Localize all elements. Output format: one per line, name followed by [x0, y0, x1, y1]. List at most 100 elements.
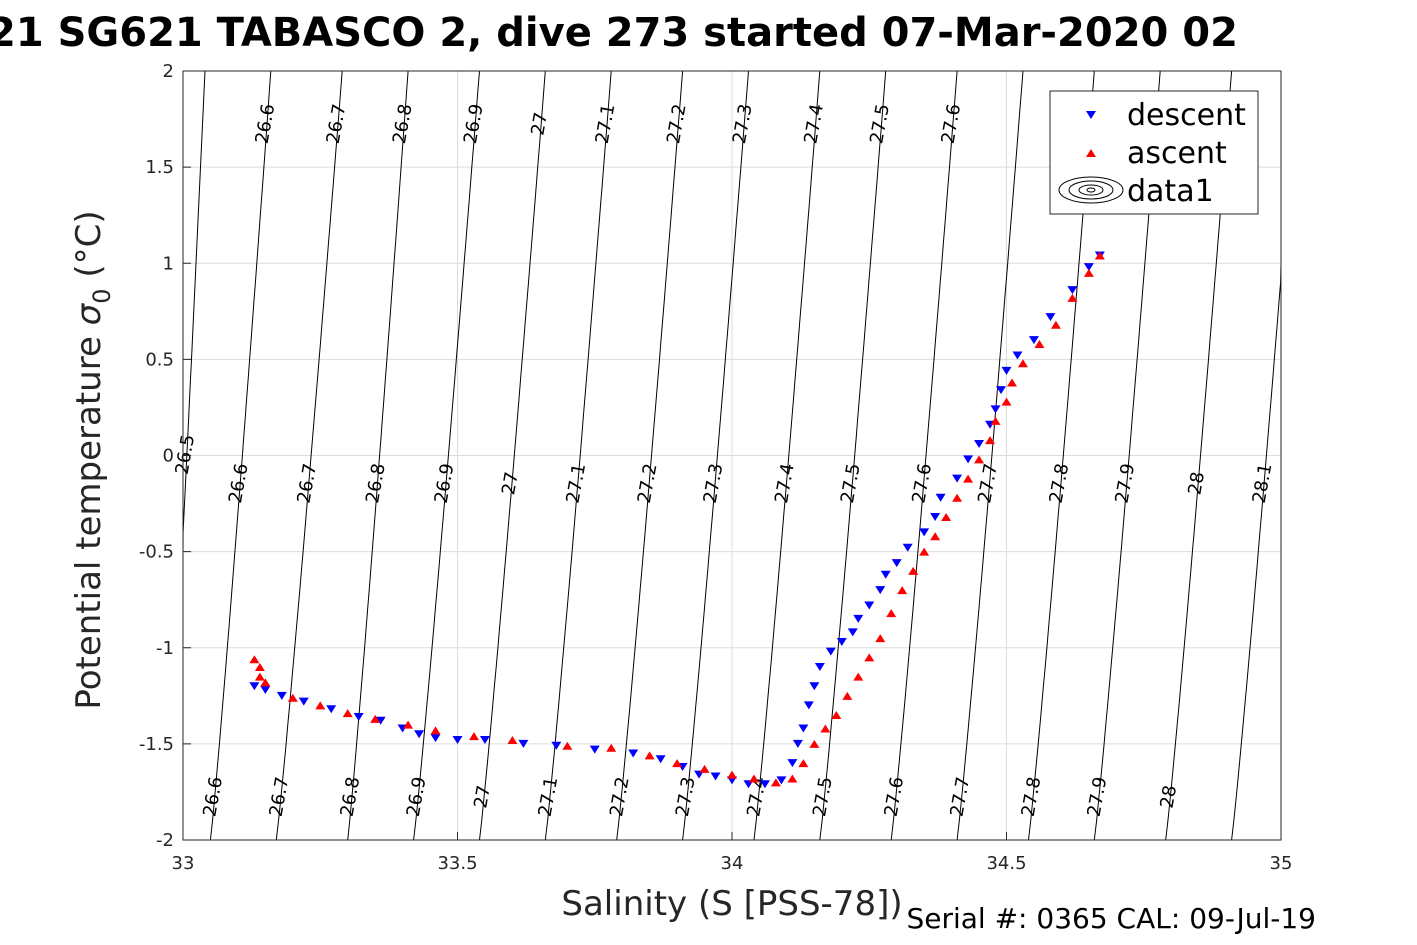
y-tick-label: 0.5 — [145, 349, 174, 370]
descent-point — [326, 705, 337, 714]
x-tick-label: 33.5 — [437, 853, 477, 874]
ascent-point — [748, 774, 759, 783]
ascent-point — [930, 532, 941, 541]
ascent-point — [1083, 268, 1094, 277]
descent-point — [710, 772, 721, 781]
ascent-point — [249, 655, 260, 664]
descent-point — [551, 741, 562, 750]
y-tick-label: 2 — [163, 61, 174, 82]
descent-point — [853, 614, 864, 623]
x-tick-label: 34.5 — [986, 853, 1026, 874]
ascent-point — [809, 739, 820, 748]
density-contour-label: 27 — [527, 111, 552, 137]
ascent-point — [941, 513, 952, 522]
y-tick-label: -1 — [156, 638, 174, 659]
descent-point — [787, 759, 798, 768]
legend-ascent-marker — [1086, 149, 1096, 157]
ascent-point — [1017, 359, 1028, 368]
descent-point — [353, 712, 364, 721]
descent-point — [249, 682, 260, 691]
y-tick-label: -0.5 — [139, 542, 174, 563]
ascent-point — [990, 416, 1001, 425]
descent-series — [249, 251, 1105, 789]
descent-point — [864, 601, 875, 610]
descent-point — [814, 662, 825, 671]
density-contour-line — [890, 70, 958, 841]
ascent-point — [842, 691, 853, 700]
descent-point — [836, 637, 847, 646]
legend-descent-label: descent — [1127, 98, 1246, 133]
descent-point — [1045, 313, 1056, 322]
ascent-point — [1001, 397, 1012, 406]
descent-point — [935, 493, 946, 502]
density-contour-line — [209, 70, 272, 841]
ascent-point — [897, 586, 908, 595]
ascent-point — [963, 474, 974, 483]
density-contour-label: 28 — [1157, 784, 1182, 810]
descent-point — [825, 647, 836, 656]
legend: descent ascent data1 — [1049, 90, 1259, 215]
density-contour-line — [413, 70, 480, 841]
ascent-point — [908, 566, 919, 575]
ascent-point — [985, 436, 996, 445]
descent-point — [589, 745, 600, 754]
y-axis-ticks: -2 -1.5 -1 -0.5 0 0.5 1 1.5 2 — [139, 61, 191, 851]
descent-point — [628, 749, 639, 758]
y-axis-label-sigma: σ — [69, 302, 109, 325]
ascent-point — [1094, 251, 1105, 260]
density-contour-line — [956, 70, 1024, 841]
density-contour-line — [275, 70, 343, 841]
ascent-point — [831, 711, 842, 720]
ascent-point — [562, 741, 573, 750]
x-axis-label: Salinity (S [PSS-78]) — [561, 884, 902, 924]
ascent-point — [1050, 320, 1061, 329]
ascent-point — [770, 778, 781, 787]
ascent-point — [430, 726, 441, 735]
descent-point — [880, 570, 891, 579]
descent-point — [919, 528, 930, 537]
density-contour-line — [616, 70, 684, 841]
descent-point — [930, 513, 941, 522]
ascent-point — [254, 672, 265, 681]
ascent-point — [342, 709, 353, 718]
x-tick-label: 34 — [721, 853, 744, 874]
ascent-point — [468, 732, 479, 741]
y-axis-label-main: Potential temperature — [69, 325, 109, 709]
density-contour-line — [347, 70, 409, 841]
y-tick-label: -2 — [156, 830, 174, 851]
descent-point — [1012, 351, 1023, 360]
y-tick-label: 0 — [163, 446, 174, 467]
descent-point — [792, 739, 803, 748]
legend-item-descent: descent — [1086, 98, 1246, 133]
x-tick-label: 35 — [1270, 853, 1293, 874]
y-tick-label: 1.5 — [145, 157, 174, 178]
x-axis-ticks: 33 33.5 34 34.5 35 — [172, 832, 1293, 874]
legend-ascent-label: ascent — [1127, 136, 1227, 171]
x-tick-label: 33 — [172, 853, 195, 874]
ascent-point — [798, 759, 809, 768]
y-axis-label-subscript: 0 — [88, 288, 116, 303]
y-tick-label: -1.5 — [139, 734, 174, 755]
descent-point — [809, 682, 820, 691]
descent-point — [1001, 366, 1012, 375]
density-contour-line — [544, 70, 612, 841]
density-contour-line — [753, 70, 821, 841]
descent-point — [260, 686, 271, 695]
descent-point — [276, 691, 287, 700]
ascent-point — [952, 493, 963, 502]
descent-point — [414, 730, 425, 739]
density-contour-line — [479, 70, 546, 841]
ascent-point — [727, 770, 737, 779]
ascent-point — [1006, 378, 1017, 387]
descent-point — [759, 780, 770, 789]
descent-point — [963, 455, 974, 464]
ascent-point — [820, 724, 831, 733]
ascent-series — [249, 251, 1105, 787]
chart-title: 21 SG621 TABASCO 2, dive 273 started 07-… — [0, 10, 1238, 56]
ascent-point — [864, 653, 875, 662]
descent-point — [952, 474, 963, 483]
density-contour-label: 27 — [470, 784, 495, 810]
density-contour-line — [682, 70, 749, 841]
legend-contour-icon — [1058, 176, 1124, 204]
